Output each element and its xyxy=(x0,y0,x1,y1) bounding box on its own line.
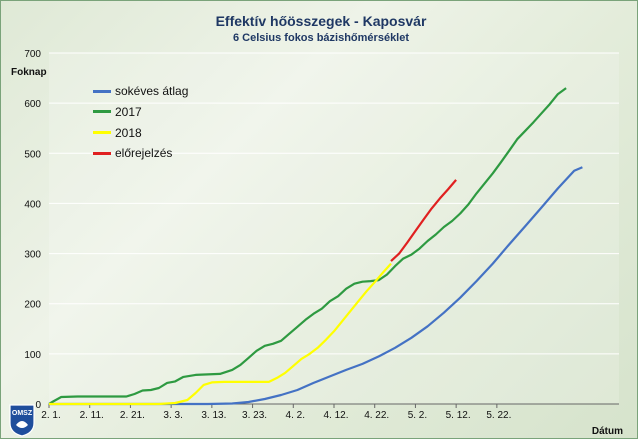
legend-swatch xyxy=(93,131,111,135)
x-tick-label: 3. 13. xyxy=(201,410,226,421)
legend-label: 2018 xyxy=(115,125,142,140)
x-tick-label: 3. 23. xyxy=(242,410,267,421)
x-tick-label: 2. 21. xyxy=(120,410,145,421)
chart-title: Effektív hőösszegek - Kaposvár xyxy=(215,13,427,29)
x-tick-label: 5. 12. xyxy=(446,410,471,421)
x-tick-label: 5. 22. xyxy=(486,410,511,421)
x-tick-label: 3. 3. xyxy=(163,410,182,421)
x-tick-label: 4. 2. xyxy=(286,410,305,421)
logo-text: OMSZ xyxy=(12,410,33,417)
chart-subtitle: 6 Celsius fokos bázishőmérséklet xyxy=(232,32,410,44)
x-tick-label: 2. 11. xyxy=(80,410,104,421)
omsz-logo: OMSZ xyxy=(9,404,35,437)
x-tick-label: 5. 2. xyxy=(408,410,427,421)
legend-label: sokéves átlag xyxy=(115,84,189,98)
x-tick-label: 4. 12. xyxy=(323,410,348,421)
y-tick-label: 0 xyxy=(35,400,41,411)
y-tick-label: 300 xyxy=(24,250,41,261)
y-tick-label: 600 xyxy=(24,99,41,110)
y-tick-label: 100 xyxy=(24,350,41,361)
x-tick-label: 4. 22. xyxy=(364,410,389,421)
series-line-3 xyxy=(390,179,457,262)
legend-item-forecast: előrejelzés xyxy=(93,143,188,163)
legend-item-2018: 2018 xyxy=(93,123,188,143)
legend-swatch xyxy=(93,110,111,114)
y-tick-label: 400 xyxy=(24,199,41,210)
series-line-0 xyxy=(49,166,583,406)
x-axis-label: Dátum xyxy=(591,426,623,437)
x-tick-label: 2. 1. xyxy=(41,410,60,421)
y-tick-label: 500 xyxy=(24,149,41,160)
y-tick-label: 700 xyxy=(24,49,41,60)
legend: sokéves átlag 2017 2018 előrejelzés xyxy=(93,81,188,164)
legend-swatch xyxy=(93,89,111,93)
y-tick-label: 200 xyxy=(24,300,41,311)
series-line-1 xyxy=(48,87,567,405)
legend-swatch xyxy=(93,151,111,155)
y-axis-label: Foknap xyxy=(11,67,47,78)
legend-item-average: sokéves átlag xyxy=(93,81,188,101)
series-line-2 xyxy=(49,262,392,406)
legend-item-2017: 2017 xyxy=(93,102,188,122)
legend-label: előrejelzés xyxy=(115,146,173,161)
legend-label: 2017 xyxy=(115,104,142,119)
